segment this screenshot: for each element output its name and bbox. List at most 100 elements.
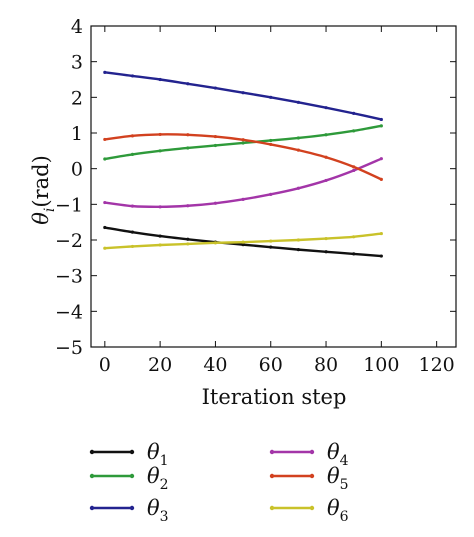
data-point bbox=[130, 230, 135, 234]
legend-label-sub: 1 bbox=[160, 453, 169, 469]
data-point bbox=[296, 148, 300, 152]
data-point bbox=[379, 177, 383, 181]
legend-swatch-marker bbox=[269, 505, 275, 511]
x-tick-label: 40 bbox=[203, 354, 227, 376]
data-point bbox=[130, 244, 135, 249]
data-point bbox=[186, 146, 190, 150]
legend-swatch-marker bbox=[89, 505, 95, 511]
data-point bbox=[213, 143, 218, 148]
data-point bbox=[241, 91, 245, 95]
data-point bbox=[241, 141, 245, 145]
legend-swatch-marker bbox=[129, 473, 135, 479]
data-point bbox=[324, 236, 328, 241]
data-point bbox=[186, 237, 190, 241]
data-point bbox=[103, 70, 107, 74]
data-point bbox=[296, 186, 300, 190]
data-point bbox=[103, 225, 107, 230]
data-point bbox=[213, 241, 218, 245]
data-point bbox=[269, 142, 273, 147]
legend-item-6: θ6 bbox=[269, 496, 349, 525]
y-tick-label: −2 bbox=[55, 230, 83, 252]
data-point bbox=[352, 168, 356, 173]
legend-swatch-marker bbox=[129, 505, 135, 511]
data-point bbox=[241, 138, 245, 142]
data-point bbox=[352, 129, 356, 133]
series-5 bbox=[103, 132, 383, 181]
legend-label-symbol: θ bbox=[327, 464, 340, 488]
y-tick-label: 2 bbox=[71, 87, 83, 109]
x-tick-label: 80 bbox=[314, 354, 338, 376]
tick-marks bbox=[91, 25, 456, 348]
series-6 bbox=[103, 231, 383, 250]
data-point bbox=[158, 132, 162, 137]
y-axis-label-unit: (rad) bbox=[29, 155, 53, 207]
data-point bbox=[324, 155, 328, 159]
data-point bbox=[186, 82, 190, 86]
data-point bbox=[352, 235, 356, 239]
data-point bbox=[186, 133, 190, 137]
data-point bbox=[379, 124, 383, 128]
legend-label-sub: 3 bbox=[160, 509, 169, 525]
data-point bbox=[379, 254, 383, 258]
series-1 bbox=[103, 225, 383, 258]
y-tick-label: 1 bbox=[71, 123, 83, 145]
y-tick-label: −3 bbox=[55, 266, 83, 288]
data-point bbox=[158, 77, 162, 82]
data-point bbox=[158, 205, 162, 209]
data-point bbox=[213, 134, 218, 139]
data-point bbox=[379, 157, 383, 161]
data-point bbox=[379, 117, 383, 122]
series-2 bbox=[103, 124, 383, 161]
plot-frame bbox=[90, 25, 457, 348]
data-point bbox=[213, 201, 218, 205]
legend-item-3: θ3 bbox=[89, 496, 169, 525]
legend-swatch-marker bbox=[269, 449, 275, 455]
legend-label: θ4 bbox=[327, 440, 349, 469]
data-point bbox=[186, 242, 190, 246]
legend-label: θ1 bbox=[147, 440, 169, 469]
y-tick-label: −5 bbox=[55, 337, 83, 359]
plot-area-border bbox=[90, 25, 457, 348]
legend-label-sub: 5 bbox=[340, 477, 349, 493]
x-tick-label: 60 bbox=[259, 354, 283, 376]
data-point bbox=[296, 248, 300, 252]
legend-label: θ5 bbox=[327, 464, 349, 493]
data-point bbox=[186, 204, 190, 208]
data-point bbox=[103, 200, 107, 205]
data-point bbox=[296, 238, 300, 242]
data-point bbox=[103, 157, 107, 161]
legend-label: θ3 bbox=[147, 496, 169, 525]
y-tick-label: 0 bbox=[71, 159, 83, 181]
data-point bbox=[130, 134, 135, 138]
x-tick-label: 0 bbox=[99, 354, 111, 376]
legend-swatch-marker bbox=[89, 473, 95, 479]
data-point bbox=[379, 231, 383, 236]
data-point bbox=[213, 86, 218, 90]
y-axis-label-symbol: θ bbox=[29, 212, 53, 225]
data-point bbox=[269, 192, 273, 196]
data-point bbox=[324, 178, 328, 183]
data-point bbox=[324, 250, 328, 254]
legend-item-5: θ5 bbox=[269, 464, 349, 493]
legend-item-2: θ2 bbox=[89, 464, 169, 493]
y-tick-label: −1 bbox=[55, 194, 83, 216]
tick-labels: 0 20 40 60 80 100 120 4 3 2 1 0 −1 −2 −3 −4 −5 bbox=[55, 16, 455, 376]
data-point bbox=[296, 100, 300, 104]
data-point bbox=[269, 95, 273, 99]
data-point bbox=[269, 245, 273, 249]
legend-item-1: θ1 bbox=[89, 440, 169, 469]
y-axis-label: θi(rad) bbox=[29, 155, 58, 225]
legend-label-sub: 6 bbox=[340, 509, 349, 525]
legend-item-4: θ4 bbox=[269, 440, 349, 469]
data-point bbox=[324, 133, 328, 137]
data-point bbox=[352, 252, 356, 256]
legend-swatch-marker bbox=[309, 449, 315, 455]
data-point bbox=[158, 149, 162, 153]
x-tick-label: 120 bbox=[419, 354, 455, 376]
series-line-3 bbox=[104, 71, 382, 121]
legend-swatch-marker bbox=[129, 449, 135, 455]
legend-label-sub: 2 bbox=[160, 477, 169, 493]
data-point bbox=[269, 239, 273, 243]
legend-label-symbol: θ bbox=[147, 496, 160, 520]
